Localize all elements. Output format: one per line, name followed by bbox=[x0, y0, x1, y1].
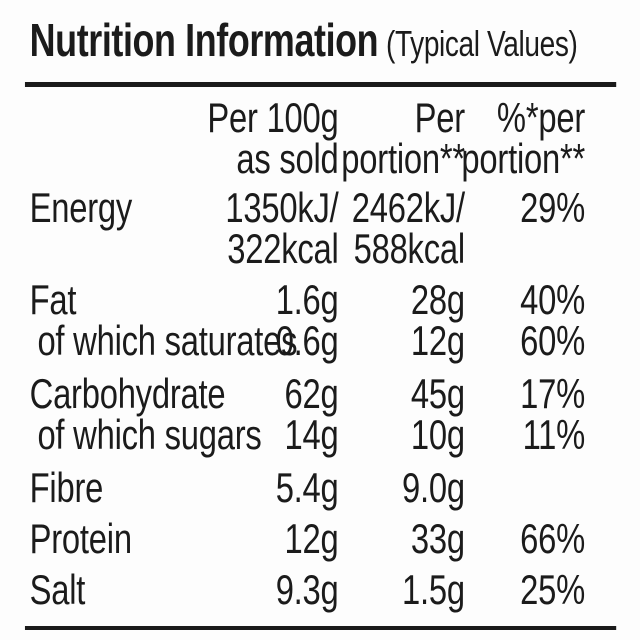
per100-value: 1.6g bbox=[275, 276, 339, 323]
divider-top bbox=[24, 82, 617, 87]
row-salt: Salt 9.3g 1.5g 25% bbox=[29, 566, 617, 613]
percent-value: 40% bbox=[520, 276, 585, 323]
header-per100-line1: Per 100g bbox=[207, 94, 339, 141]
percent-value: 11% bbox=[522, 411, 586, 458]
header-percent-line1: %*per bbox=[496, 94, 585, 141]
row-energy-kcal: 322kcal 588kcal bbox=[30, 225, 617, 272]
per100-value: 1350kJ/ bbox=[225, 184, 339, 231]
row-fat: Fat 1.6g 28g 40% bbox=[29, 276, 617, 323]
per100-value: 322kcal bbox=[227, 225, 339, 272]
header-row-1: Per 100g Per %*per bbox=[30, 94, 617, 141]
typical-values-suffix: (Typical Values) bbox=[386, 23, 578, 64]
percent-value: 66% bbox=[520, 515, 585, 562]
nutrient-label: Fat bbox=[29, 276, 77, 323]
portion-value: 12g bbox=[410, 317, 465, 364]
nutrient-label: Energy bbox=[29, 184, 133, 231]
portion-value: 28g bbox=[410, 276, 465, 323]
percent-value: 25% bbox=[520, 566, 585, 613]
header-portion-line2: portion** bbox=[341, 135, 465, 182]
row-sugars: of which sugars 14g 10g 11% bbox=[30, 411, 617, 458]
per100-value: 14g bbox=[284, 411, 339, 458]
header-portion-line1: Per bbox=[414, 94, 466, 141]
portion-value: 33g bbox=[410, 515, 465, 562]
portion-value: 9.0g bbox=[402, 464, 465, 511]
nutrition-table: Per 100g Per %*per as sold portion** por… bbox=[29, 94, 617, 613]
nutrient-label: Fibre bbox=[29, 464, 104, 511]
nutrient-label: Carbohydrate bbox=[29, 370, 226, 417]
header-per100-line2: as sold bbox=[236, 135, 339, 182]
percent-value: 17% bbox=[520, 370, 585, 417]
row-carbohydrate: Carbohydrate 62g 45g 17% bbox=[29, 370, 617, 417]
per100-value: 5.4g bbox=[275, 464, 339, 511]
per100-value: 0.6g bbox=[275, 317, 339, 364]
per100-value: 9.3g bbox=[275, 566, 339, 613]
portion-value: 588kcal bbox=[353, 225, 466, 272]
row-fibre: Fibre 5.4g 9.0g bbox=[29, 464, 617, 511]
header-percent-line2: portion** bbox=[461, 135, 585, 182]
per100-value: 12g bbox=[284, 515, 339, 562]
title-text: Nutrition Information bbox=[29, 14, 379, 66]
nutrient-label: Salt bbox=[29, 566, 86, 613]
portion-value: 10g bbox=[410, 411, 465, 458]
header-row-2: as sold portion** portion** bbox=[30, 135, 617, 182]
row-protein: Protein 12g 33g 66% bbox=[29, 515, 617, 562]
nutrient-label: of which sugars bbox=[37, 411, 262, 458]
percent-value: 60% bbox=[520, 317, 585, 364]
nutrient-label: of which saturates bbox=[37, 317, 298, 364]
page-title: Nutrition Information (Typical Values) bbox=[30, 12, 617, 80]
portion-value: 1.5g bbox=[402, 566, 465, 613]
percent-value: 29% bbox=[520, 184, 585, 231]
nutrient-label: Protein bbox=[29, 515, 132, 562]
row-saturates: of which saturates 0.6g 12g 60% bbox=[30, 317, 617, 364]
row-energy: Energy 1350kJ/ 2462kJ/ 29% bbox=[29, 184, 617, 231]
portion-value: 2462kJ/ bbox=[351, 184, 465, 231]
portion-value: 45g bbox=[410, 370, 465, 417]
divider-bottom bbox=[24, 626, 617, 630]
per100-value: 62g bbox=[284, 370, 339, 417]
